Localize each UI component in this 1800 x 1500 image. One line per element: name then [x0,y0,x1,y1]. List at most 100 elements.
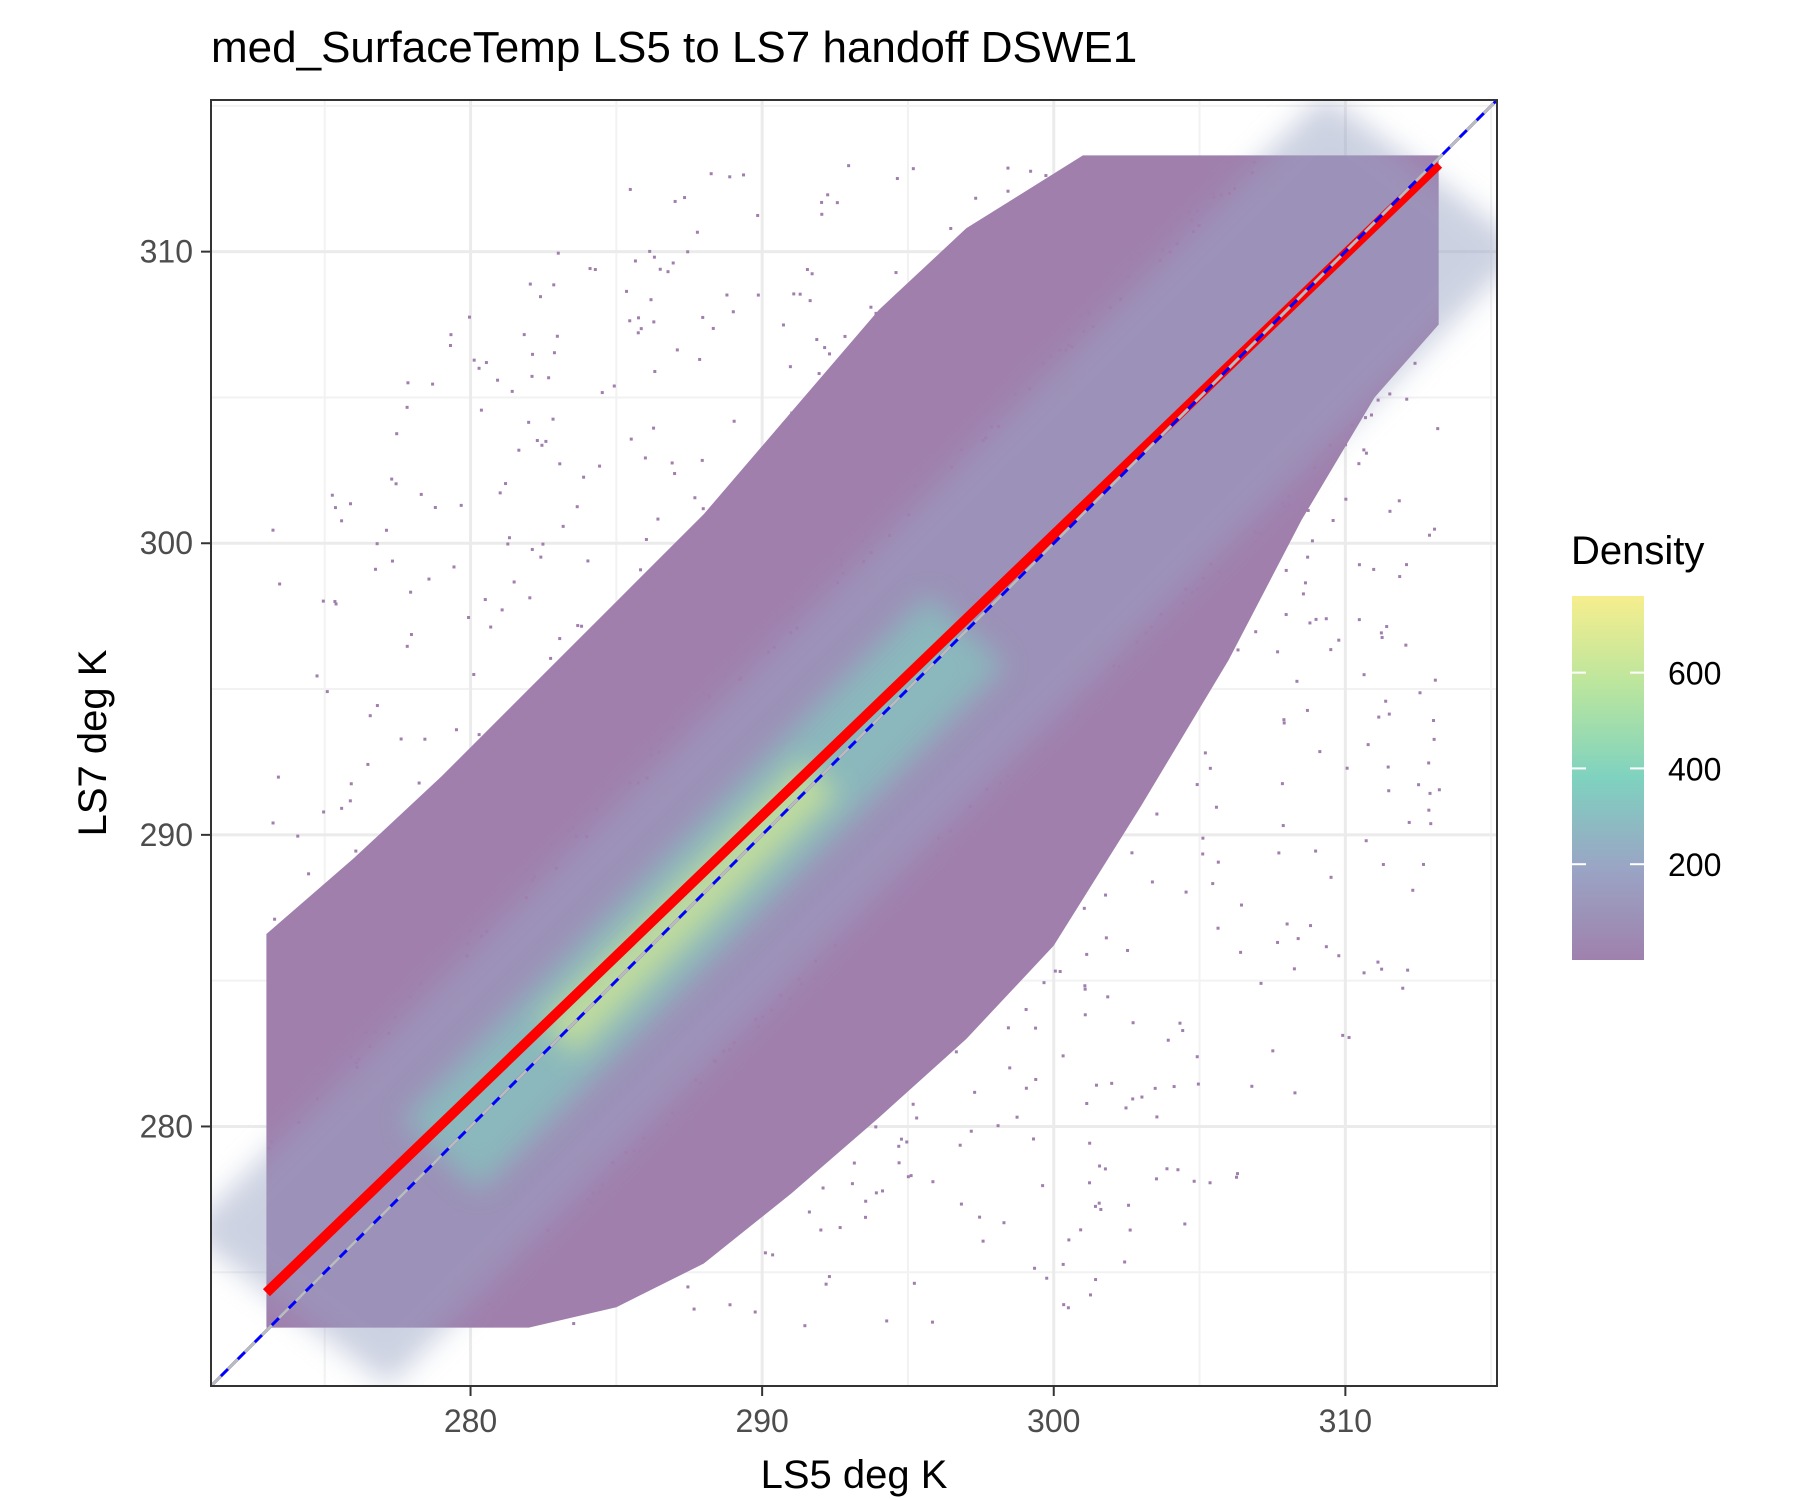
y-axis: 280 290 300 310 [140,234,211,1144]
outlier-point [974,196,978,200]
outlier-point [1155,812,1159,816]
outlier-point [639,327,643,331]
outlier-point [1398,575,1402,579]
outlier-point [549,842,553,846]
outlier-point [718,1231,722,1235]
outlier-point [982,905,986,909]
outlier-point [348,799,352,803]
outlier-point [1099,1207,1103,1211]
outlier-point [1106,995,1110,999]
outlier-point [840,558,844,562]
outlier-point [873,326,877,330]
outlier-point [1083,736,1087,740]
outlier-point [915,422,919,426]
outlier-point [748,624,752,628]
outlier-point [479,408,483,412]
outlier-point [1123,1260,1127,1264]
outlier-point [671,581,675,585]
outlier-point [555,334,559,338]
outlier-point [1058,348,1062,352]
outlier-point [1357,462,1361,466]
outlier-point [797,977,801,981]
outlier-point [549,656,553,660]
outlier-point [399,737,403,741]
outlier-point [861,945,865,949]
outlier-point [1176,1168,1180,1172]
outlier-point [471,746,475,750]
outlier-point [1254,540,1258,544]
outlier-point [572,1322,576,1326]
outlier-point [1250,171,1254,175]
outlier-point [506,1293,510,1297]
outlier-point [1314,479,1318,483]
outlier-point [1216,926,1220,930]
outlier-point [425,927,429,931]
outlier-point [502,865,506,869]
outlier-point [832,1061,836,1065]
outlier-point [996,424,1000,428]
outlier-point [897,1144,901,1148]
outlier-point [1004,926,1008,930]
outlier-point [558,637,562,641]
outlier-point [289,937,293,941]
outlier-point [645,776,649,780]
outlier-point [590,1242,594,1246]
outlier-point [935,394,939,398]
outlier-point [535,439,539,443]
outlier-point [1428,791,1432,795]
outlier-point [1397,499,1401,503]
outlier-point [942,885,946,889]
outlier-point [1094,1278,1098,1282]
outlier-point [788,997,792,1001]
outlier-point [1033,1266,1037,1270]
outlier-point [683,1147,687,1151]
outlier-point [365,1030,369,1034]
outlier-point [1318,750,1322,754]
outlier-point [572,749,576,753]
outlier-point [1252,160,1256,164]
outlier-point [498,491,502,495]
outlier-point [671,261,675,265]
outlier-points [267,158,1441,1328]
outlier-point [864,534,868,538]
outlier-point [527,420,531,424]
outlier-point [348,502,352,506]
outlier-point [1192,1179,1196,1183]
outlier-point [524,896,528,900]
outlier-point [697,1156,701,1160]
outlier-point [1081,271,1085,275]
outlier-point [532,875,536,879]
outlier-point [989,425,993,429]
outlier-point [1239,950,1243,954]
outlier-point [824,1282,828,1286]
outlier-point [639,568,643,572]
outlier-point [418,919,422,923]
outlier-point [675,1218,679,1222]
outlier-point [1287,495,1291,499]
outlier-point [1041,1184,1045,1188]
outlier-point [611,1161,615,1165]
outlier-point [510,389,514,393]
outlier-point [817,372,821,376]
outlier-point [554,866,558,870]
outlier-point [1407,820,1411,824]
outlier-point [1324,617,1328,621]
outlier-point [648,249,652,253]
outlier-point [419,960,423,964]
outlier-point [792,292,796,296]
outlier-point [1128,1228,1132,1232]
outlier-point [909,1174,913,1178]
outlier-point [739,676,743,680]
outlier-point [728,536,732,540]
outlier-point [788,365,792,369]
outlier-point [675,348,679,352]
outlier-point [628,781,632,785]
outlier-point [720,1237,724,1241]
outlier-point [1151,215,1155,219]
outlier-point [354,880,358,884]
outlier-point [1437,788,1441,792]
outlier-point [611,1224,615,1228]
outlier-point [551,417,555,421]
outlier-point [1406,968,1410,972]
